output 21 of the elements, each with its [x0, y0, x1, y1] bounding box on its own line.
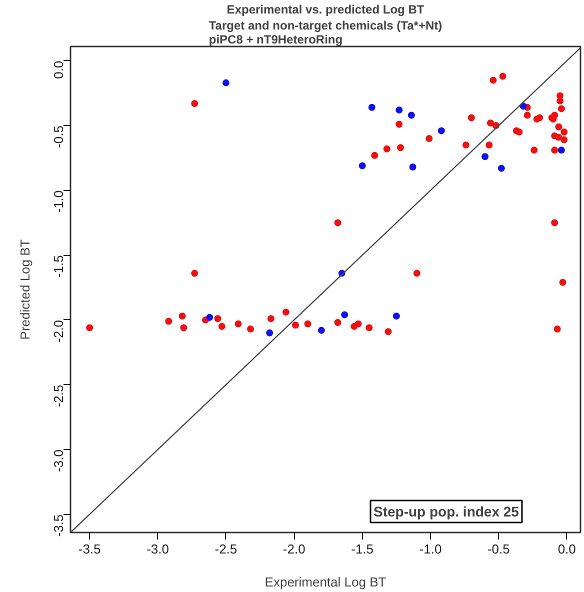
y-axis-title: Predicted Log BT — [18, 239, 32, 340]
y-tick-label: -2.5 — [51, 384, 66, 408]
y-tick-label: -3.5 — [51, 514, 66, 537]
y-tick-label: -1.0 — [51, 190, 66, 213]
x-tick-label: -3.0 — [146, 542, 169, 556]
x-tick-label: 0.0 — [558, 542, 576, 556]
x-tick-label: -1.0 — [419, 542, 442, 556]
chart-subtitle: Target and non-target chemicals (Ta*+Nt) piPC8 + nT9HeteroRing — [208, 18, 442, 46]
y-tick-label: -2.0 — [51, 320, 66, 342]
x-tick-label: -2.0 — [282, 542, 306, 556]
x-tick-label: -2.5 — [214, 542, 238, 556]
x-tick-label: -3.5 — [78, 542, 101, 556]
y-tick-label: -0.5 — [51, 126, 66, 148]
y-tick-label: -3.0 — [51, 450, 66, 472]
chart-title: Experimental vs. predicted Log BT — [226, 2, 425, 16]
y-tick-label: -1.5 — [51, 255, 66, 278]
x-axis-title: Experimental Log BT — [264, 574, 386, 590]
y-tick-label: 0.0 — [51, 60, 66, 79]
x-tick-label: -1.5 — [351, 542, 374, 556]
x-tick-label: -0.5 — [487, 542, 510, 556]
annotation: Step-up pop. index 25 — [374, 504, 520, 520]
